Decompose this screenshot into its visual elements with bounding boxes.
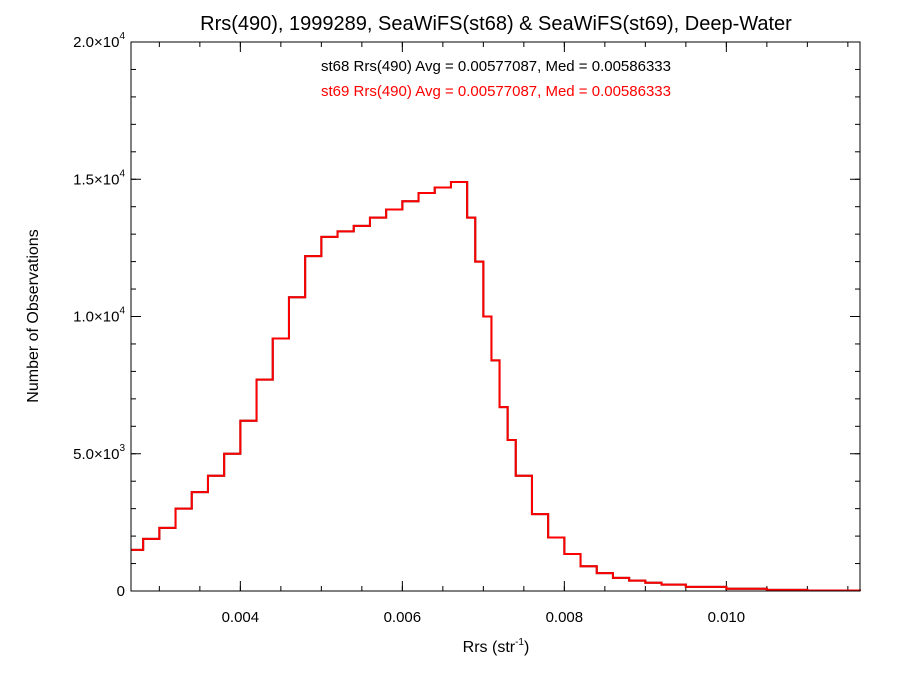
series-layer: [131, 180, 861, 592]
series-st68-line: [131, 180, 861, 592]
y-tick-label: 1.5×104: [73, 168, 125, 188]
x-axis-ticks: 0.004 0.006 0.008 0.010: [158, 42, 849, 626]
x-axis-label-sup: -1: [515, 637, 524, 648]
y-axis-ticks: 0 5.0×103 1.0×104 1.5×104 2.0×104: [73, 31, 860, 600]
x-axis-label-base: Rrs (str: [463, 639, 516, 656]
x-axis-label: Rrs (str-1): [463, 637, 530, 656]
x-tick-label: 0.008: [546, 609, 584, 626]
x-tick-label: 0.006: [384, 609, 422, 626]
x-axis-label-close: ): [524, 639, 529, 656]
y-axis-label: Number of Observations: [25, 229, 42, 402]
x-tick-label: 0.010: [708, 609, 746, 626]
y-tick-label: 0: [117, 583, 125, 600]
annotation-st68: st68 Rrs(490) Avg = 0.00577087, Med = 0.…: [321, 58, 671, 75]
y-tick-label: 1.0×104: [73, 306, 125, 326]
chart-title: Rrs(490), 1999289, SeaWiFS(st68) & SeaWi…: [200, 13, 792, 35]
y-tick-label: 5.0×103: [73, 443, 125, 463]
x-tick-label: 0.004: [222, 609, 260, 626]
plot-frame: [130, 41, 861, 592]
series-st69-line: [131, 180, 861, 592]
y-tick-label: 2.0×104: [73, 31, 125, 51]
annotation-st69: st69 Rrs(490) Avg = 0.00577087, Med = 0.…: [321, 83, 671, 100]
